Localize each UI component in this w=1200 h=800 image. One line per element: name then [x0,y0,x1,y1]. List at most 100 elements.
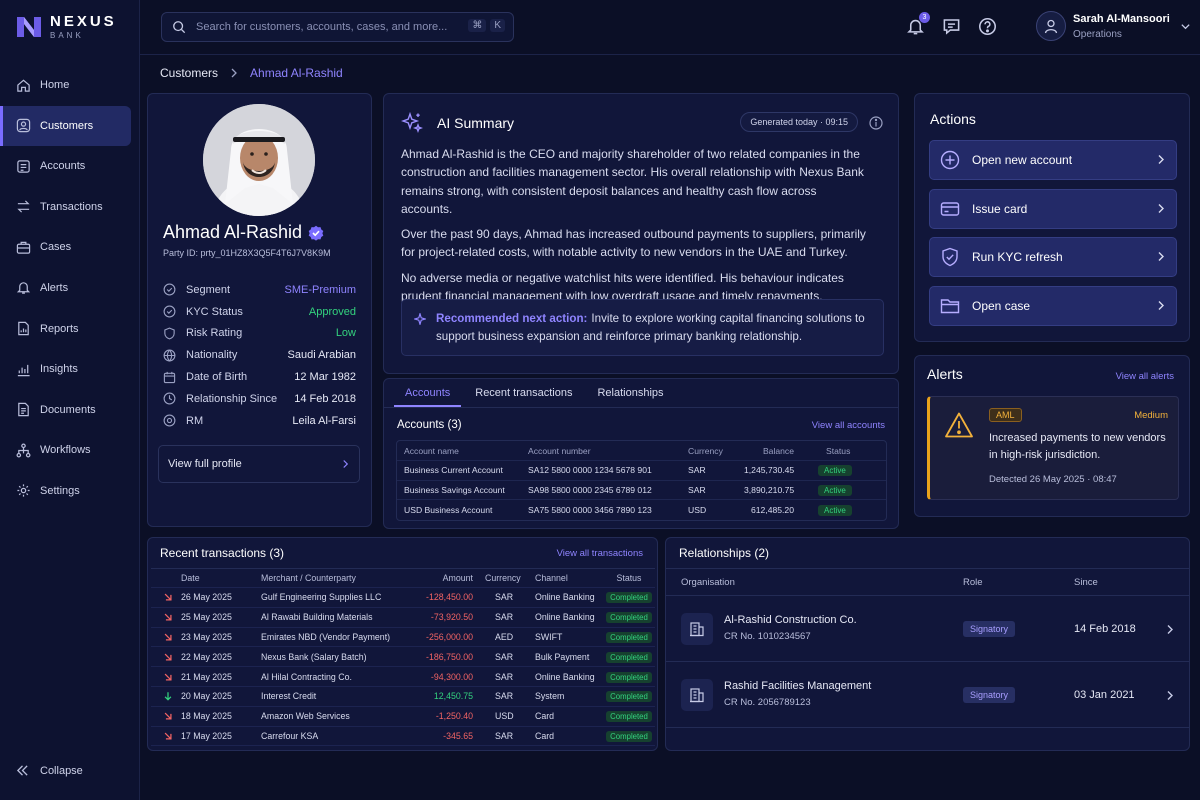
sidebar-item-label: Transactions [40,200,103,213]
sidebar-item-settings[interactable]: Settings [0,471,131,511]
txn-date: 26 May 2025 [181,592,232,603]
view-all-alerts-link[interactable]: View all alerts [1115,371,1174,382]
collapse-button[interactable]: Collapse [16,764,83,777]
issue-card-button[interactable]: Issue card [929,188,1177,229]
table-row[interactable]: 17 May 2025 Carrefour KSA -345.65 SAR Card Co… [151,727,655,747]
table-row[interactable]: Business Current Account SA12 5800 0000 … [397,461,886,481]
role-badge: Signatory [963,687,1016,703]
txn-channel: Card [535,730,555,741]
customer-portrait-icon [203,104,315,216]
chevron-right-icon [1158,155,1164,164]
sidebar-item-customers[interactable]: Customers [0,105,131,146]
tab-bar: Accounts Recent transactions Relationshi… [384,379,898,408]
txn-amount: -345.65 [443,730,473,741]
status-badge: Active [818,484,852,496]
txn-channel: SWIFT [535,631,563,642]
table-row[interactable]: Business Savings Account SA98 5800 0000 … [397,481,886,500]
run-kyc-refresh-button[interactable]: Run KYC refresh [929,237,1177,277]
messages-button[interactable] [942,17,961,36]
notifications-button[interactable]: 3 [906,12,930,36]
sidebar-item-label: Insights [40,363,78,376]
user-menu[interactable]: Sarah Al-Mansoori Operations [1036,11,1191,41]
alert-detected-time: Detected 26 May 2025 · 08:47 [989,474,1117,485]
alert-tag: AML [989,408,1022,422]
help-icon [979,18,996,35]
sidebar-item-insights[interactable]: Insights [0,349,131,389]
verified-badge-icon [308,225,324,241]
ai-summary-paragraph: Over the past 90 days, Ahmad has increas… [401,227,866,260]
open-case-button[interactable]: Open case [929,286,1177,326]
transactions-table: Date Merchant / Counterparty Amount Curr… [151,568,655,747]
incoming-arrow-icon [164,692,172,702]
txn-merchant: Gulf Engineering Supplies LLC [261,592,382,603]
sidebar-item-alerts[interactable]: Alerts [0,268,131,308]
table-row[interactable]: 22 May 2025 Nexus Bank (Salary Batch) -186… [151,647,655,668]
sidebar-item-accounts[interactable]: Accounts [0,146,131,186]
sidebar-item-cases[interactable]: Cases [0,227,131,267]
home-icon [17,79,30,92]
workflow-icon [16,443,31,458]
account-number: SA98 5800 0000 2345 6789 012 [528,484,652,495]
table-row[interactable]: 23 May 2025 Emirates NBD (Vendor Payment)… [151,628,655,648]
column-header: Since [1074,576,1098,588]
view-full-profile-button[interactable]: View full profile [158,445,360,483]
alerts-panel: Alerts View all alerts AML Medium Increa… [914,355,1190,517]
table-row[interactable]: 21 May 2025 Al Hilal Contracting Co. -94,3… [151,667,655,687]
gauge-icon [164,327,175,340]
search-input[interactable] [196,21,466,33]
table-row[interactable]: USD Business Account SA75 5800 0000 3456… [397,500,886,520]
sidebar-item-reports[interactable]: Reports [0,309,131,349]
outgoing-arrow-icon [164,712,172,720]
view-all-accounts-link[interactable]: View all accounts [811,420,885,431]
txn-channel: System [535,691,565,702]
clock-icon [163,392,176,405]
view-all-transactions-link[interactable]: View all transactions [556,548,643,559]
brand-logo[interactable]: NEXUS BANK [16,14,117,40]
topbar: ⌘ K 3 Sarah Al-Mansoori Operations [140,0,1200,55]
table-row[interactable]: 25 May 2025 Al Rawabi Building Materials -… [151,608,655,628]
tab-relationships[interactable]: Relationships [597,387,664,399]
ai-summary-paragraph: Ahmad Al-Rashid is the CEO and majority … [401,147,864,216]
status-badge: Completed [606,612,652,624]
relationship-row[interactable]: Rashid Facilities Management CR No. 2056… [666,662,1189,728]
chevron-down-icon [1181,23,1190,29]
info-icon[interactable] [869,116,883,130]
help-button[interactable] [978,17,997,36]
field-value: 14 Feb 2018 [294,392,356,405]
ai-generated-badge: Generated today · 09:15 [740,112,858,132]
txn-channel: Online Banking [535,592,595,603]
outgoing-arrow-icon [164,732,172,740]
alert-card[interactable]: AML Medium Increased payments to new ven… [927,396,1179,500]
alert-severity: Medium [1134,410,1168,421]
table-row[interactable]: 20 May 2025 Interest Credit 12,450.75 SAR Sy… [151,687,655,707]
action-label: Open case [972,299,1031,313]
at-icon [163,414,176,427]
brand-name: NEXUS [50,13,117,30]
relationship-since: 14 Feb 2018 [1074,623,1136,635]
ai-summary-panel: AI Summary Generated today · 09:15 Ahmad… [383,93,899,374]
tab-recent-transactions[interactable]: Recent transactions [475,387,573,399]
field-value: 12 Mar 1982 [294,371,356,384]
status-badge: Completed [606,651,652,663]
account-name: Business Savings Account [404,484,505,495]
sidebar-item-workflows[interactable]: Workflows [0,430,131,470]
table-row[interactable]: 26 May 2025 Gulf Engineering Supplies LLC… [151,588,655,608]
account-name: Business Current Account [404,465,503,476]
tab-accounts[interactable]: Accounts [394,379,462,407]
sidebar-item-documents[interactable]: Documents [0,390,131,430]
sidebar-item-label: Settings [40,484,80,497]
profile-field-relationship-since: Relationship Since 14 Feb 2018 [163,388,356,410]
txn-amount: -128,450.00 [426,592,473,603]
sidebar-item-home[interactable]: Home [0,65,131,105]
relationship-row[interactable]: Al-Rashid Construction Co. CR No. 101023… [666,596,1189,662]
sidebar-item-transactions[interactable]: Transactions [0,187,131,227]
txn-currency: SAR [495,592,514,603]
field-label: Risk Rating [186,327,243,340]
table-header: Organisation Role Since [666,568,1189,596]
accounts-panel: Accounts Recent transactions Relationshi… [383,378,899,529]
breadcrumb-root[interactable]: Customers [160,66,219,80]
search-box[interactable]: ⌘ K [161,12,514,42]
table-row[interactable]: 18 May 2025 Amazon Web Services -1,250.40 U… [151,707,655,727]
open-new-account-button[interactable]: Open new account [929,140,1177,180]
txn-currency: SAR [495,671,514,682]
